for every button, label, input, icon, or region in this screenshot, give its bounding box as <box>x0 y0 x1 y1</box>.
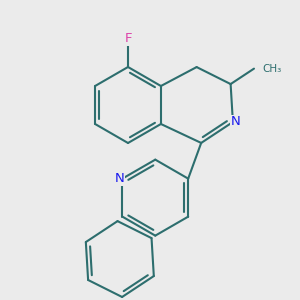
Text: N: N <box>115 172 124 185</box>
Text: N: N <box>231 116 241 128</box>
Text: CH₃: CH₃ <box>262 64 281 74</box>
Text: F: F <box>124 32 132 46</box>
